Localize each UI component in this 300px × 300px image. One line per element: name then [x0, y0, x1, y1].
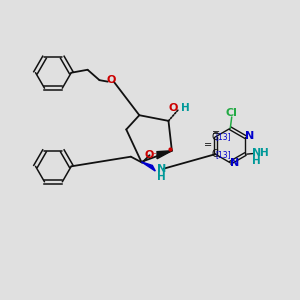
Text: Cl: Cl: [226, 108, 238, 118]
Text: C: C: [211, 149, 218, 160]
Text: H: H: [260, 148, 269, 158]
Text: O: O: [106, 75, 116, 85]
Text: N: N: [230, 158, 239, 168]
Text: H: H: [181, 103, 190, 113]
Text: H: H: [157, 172, 166, 182]
Text: [13]: [13]: [215, 150, 231, 159]
Text: ·: ·: [152, 148, 156, 161]
Text: N: N: [245, 131, 254, 141]
Polygon shape: [157, 151, 172, 159]
Polygon shape: [141, 162, 155, 171]
Text: O: O: [168, 103, 177, 113]
Text: O: O: [145, 150, 154, 160]
Text: =: =: [212, 128, 220, 138]
Text: N: N: [252, 148, 261, 158]
Text: [13]: [13]: [215, 132, 231, 141]
Text: H: H: [252, 156, 261, 166]
Text: C: C: [211, 132, 218, 142]
Text: =: =: [204, 140, 212, 151]
Text: N: N: [157, 164, 166, 174]
